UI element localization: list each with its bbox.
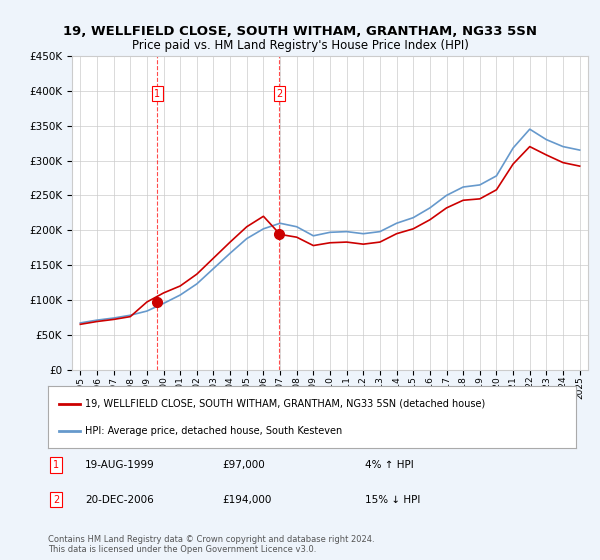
Text: 15% ↓ HPI: 15% ↓ HPI	[365, 494, 420, 505]
Text: 19-AUG-1999: 19-AUG-1999	[85, 460, 155, 470]
Text: 2: 2	[276, 88, 283, 99]
Text: £97,000: £97,000	[222, 460, 265, 470]
Text: 19, WELLFIELD CLOSE, SOUTH WITHAM, GRANTHAM, NG33 5SN (detached house): 19, WELLFIELD CLOSE, SOUTH WITHAM, GRANT…	[85, 399, 485, 409]
Text: Contains HM Land Registry data © Crown copyright and database right 2024.
This d: Contains HM Land Registry data © Crown c…	[48, 535, 374, 554]
Text: 19, WELLFIELD CLOSE, SOUTH WITHAM, GRANTHAM, NG33 5SN: 19, WELLFIELD CLOSE, SOUTH WITHAM, GRANT…	[63, 25, 537, 38]
Text: Price paid vs. HM Land Registry's House Price Index (HPI): Price paid vs. HM Land Registry's House …	[131, 39, 469, 52]
Text: 1: 1	[53, 460, 59, 470]
Text: 2: 2	[53, 494, 59, 505]
Text: 1: 1	[154, 88, 160, 99]
Text: £194,000: £194,000	[222, 494, 272, 505]
Text: 20-DEC-2006: 20-DEC-2006	[85, 494, 154, 505]
Text: HPI: Average price, detached house, South Kesteven: HPI: Average price, detached house, Sout…	[85, 426, 342, 436]
Text: 4% ↑ HPI: 4% ↑ HPI	[365, 460, 413, 470]
